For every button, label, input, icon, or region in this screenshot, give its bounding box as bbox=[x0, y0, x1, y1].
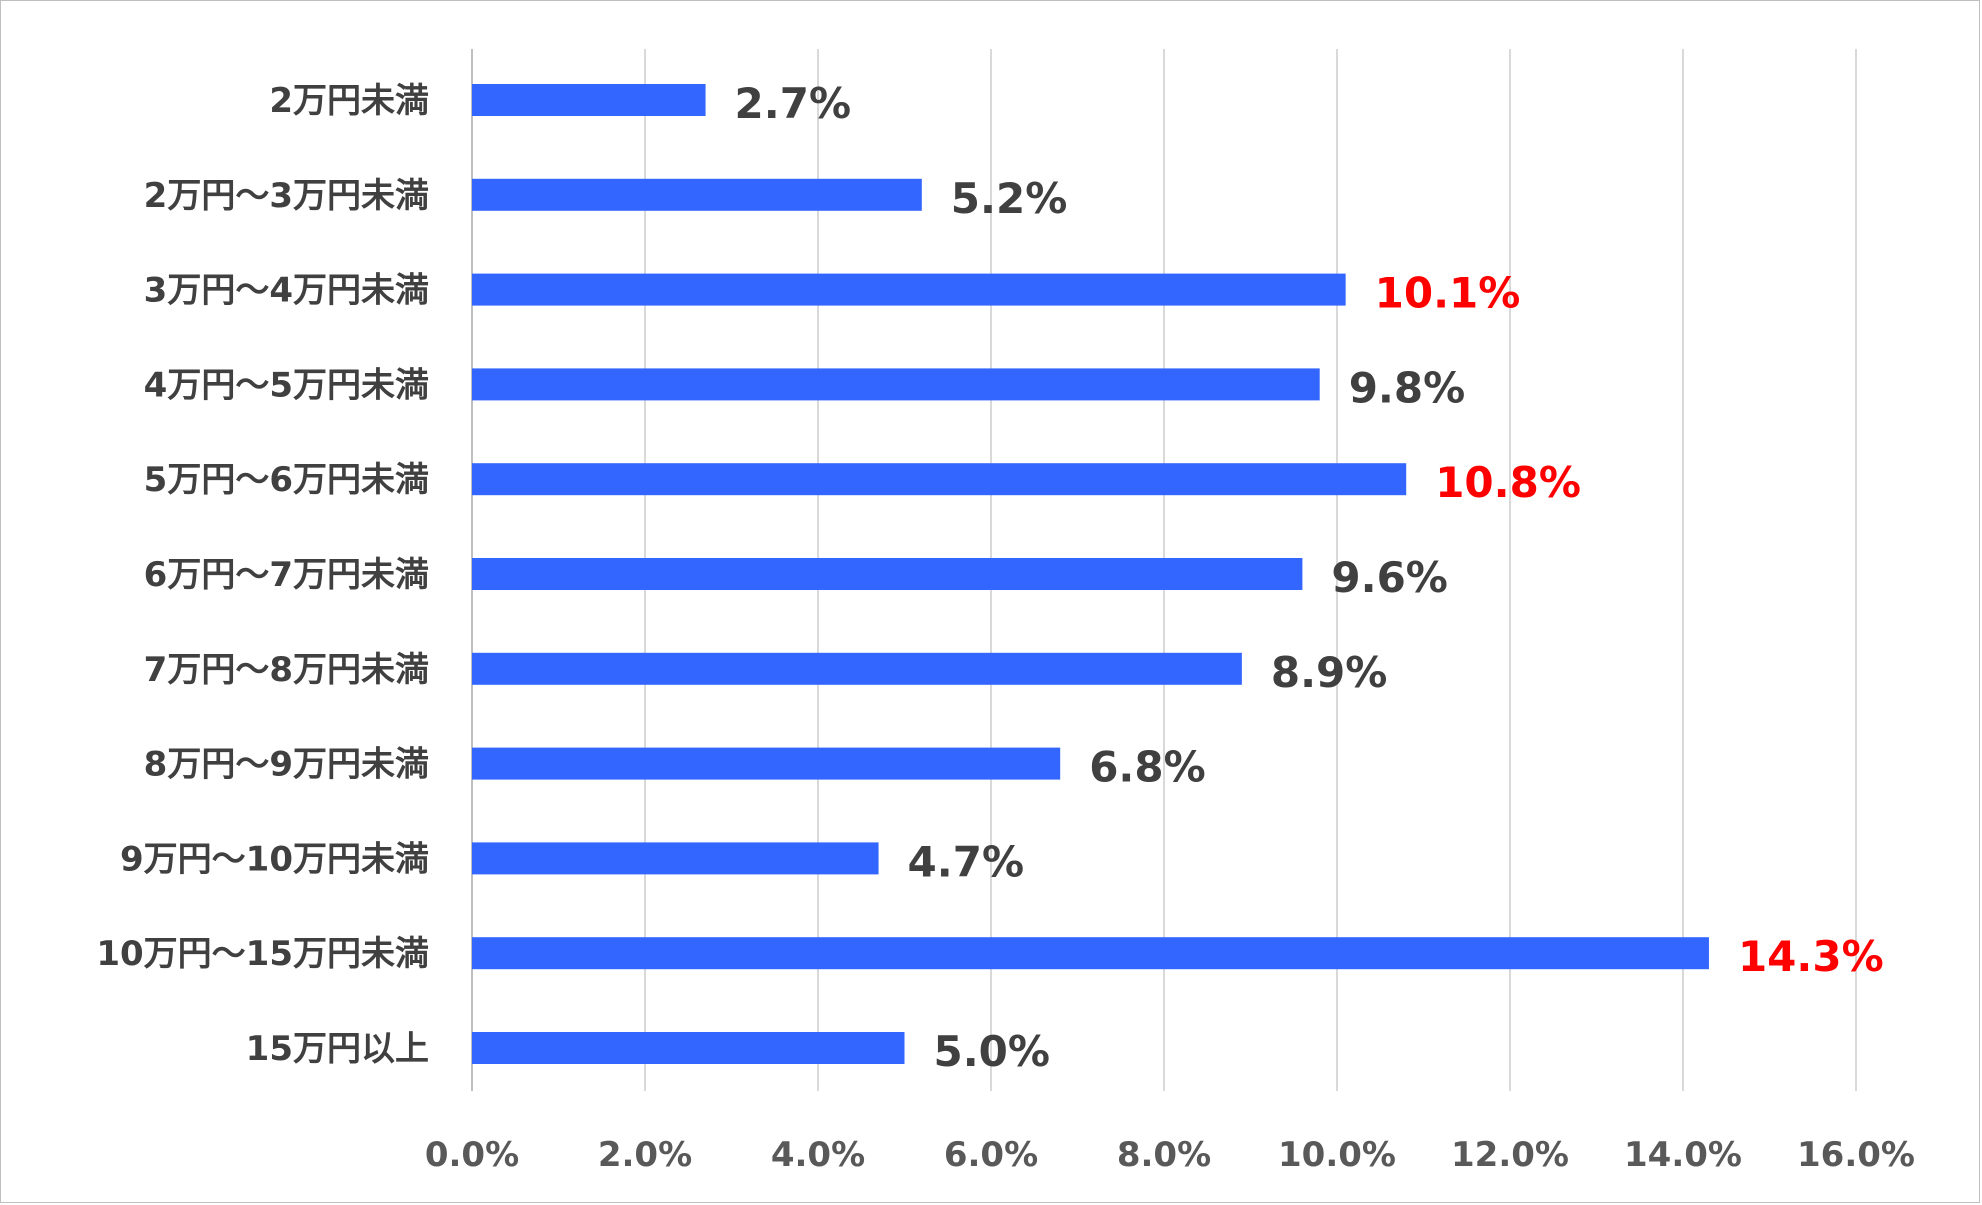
bars bbox=[472, 84, 1709, 1064]
data-label: 5.2% bbox=[951, 174, 1067, 223]
category-label: 3万円～4万円未満 bbox=[144, 271, 429, 311]
data-label: 5.0% bbox=[934, 1027, 1050, 1076]
bar bbox=[472, 84, 706, 116]
category-label: 7万円～8万円未満 bbox=[144, 650, 429, 690]
x-tick-label: 14.0% bbox=[1624, 1135, 1742, 1175]
data-label: 2.7% bbox=[735, 79, 851, 128]
data-label: 4.7% bbox=[908, 837, 1024, 886]
category-label: 15万円以上 bbox=[246, 1029, 429, 1069]
x-tick-label: 10.0% bbox=[1278, 1135, 1396, 1175]
x-tick-label: 12.0% bbox=[1451, 1135, 1569, 1175]
data-label: 10.8% bbox=[1435, 458, 1581, 507]
bar bbox=[472, 368, 1320, 401]
value-labels: 2.7% 5.2% 10.1% 9.8% 10.8% 9.6% 8.9% 6.8% 4.7% 14… bbox=[735, 79, 1884, 1076]
category-label: 2万円～3万円未満 bbox=[144, 176, 429, 216]
data-label: 6.8% bbox=[1089, 743, 1205, 792]
x-tick-label: 4.0% bbox=[771, 1135, 865, 1175]
category-label: 2万円未満 bbox=[269, 81, 429, 121]
bar bbox=[472, 463, 1407, 496]
bar bbox=[472, 273, 1346, 306]
data-label: 10.1% bbox=[1375, 269, 1521, 318]
data-label: 9.6% bbox=[1331, 553, 1447, 602]
data-label: 9.8% bbox=[1349, 363, 1465, 412]
category-label: 4万円～5万円未満 bbox=[144, 365, 429, 405]
data-label: 8.9% bbox=[1271, 648, 1387, 697]
x-tick-label: 6.0% bbox=[944, 1135, 1038, 1175]
category-label: 9万円～10万円未満 bbox=[120, 839, 429, 879]
x-tick-label: 2.0% bbox=[598, 1135, 692, 1175]
bar bbox=[472, 558, 1303, 590]
category-labels: 2万円未満 2万円～3万円未満 3万円～4万円未満 4万円～5万円未満 5万円～6万円未… bbox=[96, 81, 429, 1069]
category-label: 5万円～6万円未満 bbox=[144, 460, 429, 500]
bar bbox=[472, 178, 922, 211]
category-label: 8万円～9万円未満 bbox=[144, 745, 429, 785]
category-label: 10万円～15万円未満 bbox=[96, 934, 429, 974]
x-tick-label: 0.0% bbox=[425, 1135, 519, 1175]
bar bbox=[472, 1032, 905, 1064]
bar bbox=[472, 747, 1061, 780]
bar bbox=[472, 842, 879, 875]
x-tick-label: 16.0% bbox=[1797, 1135, 1915, 1175]
bar bbox=[472, 937, 1709, 970]
data-label: 14.3% bbox=[1738, 932, 1884, 981]
category-label: 6万円～7万円未満 bbox=[144, 555, 429, 595]
x-tick-label: 8.0% bbox=[1117, 1135, 1211, 1175]
bar bbox=[472, 652, 1242, 685]
x-tick-labels: 0.0% 2.0% 4.0% 6.0% 8.0% 10.0% 12.0% 14.0% 16.0% bbox=[425, 1135, 1915, 1175]
